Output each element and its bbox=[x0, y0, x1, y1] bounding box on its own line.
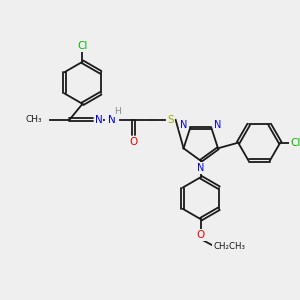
Text: N: N bbox=[108, 115, 116, 125]
Text: H: H bbox=[114, 107, 121, 116]
Text: CH₂CH₃: CH₂CH₃ bbox=[213, 242, 245, 250]
Text: N: N bbox=[180, 119, 188, 130]
Text: S: S bbox=[167, 115, 174, 125]
Text: CH₃: CH₃ bbox=[26, 116, 42, 124]
Text: N: N bbox=[95, 115, 102, 125]
Text: Cl: Cl bbox=[290, 138, 300, 148]
Text: O: O bbox=[197, 230, 205, 240]
Text: N: N bbox=[214, 119, 221, 130]
Text: Cl: Cl bbox=[77, 41, 88, 51]
Text: O: O bbox=[129, 136, 137, 146]
Text: N: N bbox=[197, 163, 205, 173]
